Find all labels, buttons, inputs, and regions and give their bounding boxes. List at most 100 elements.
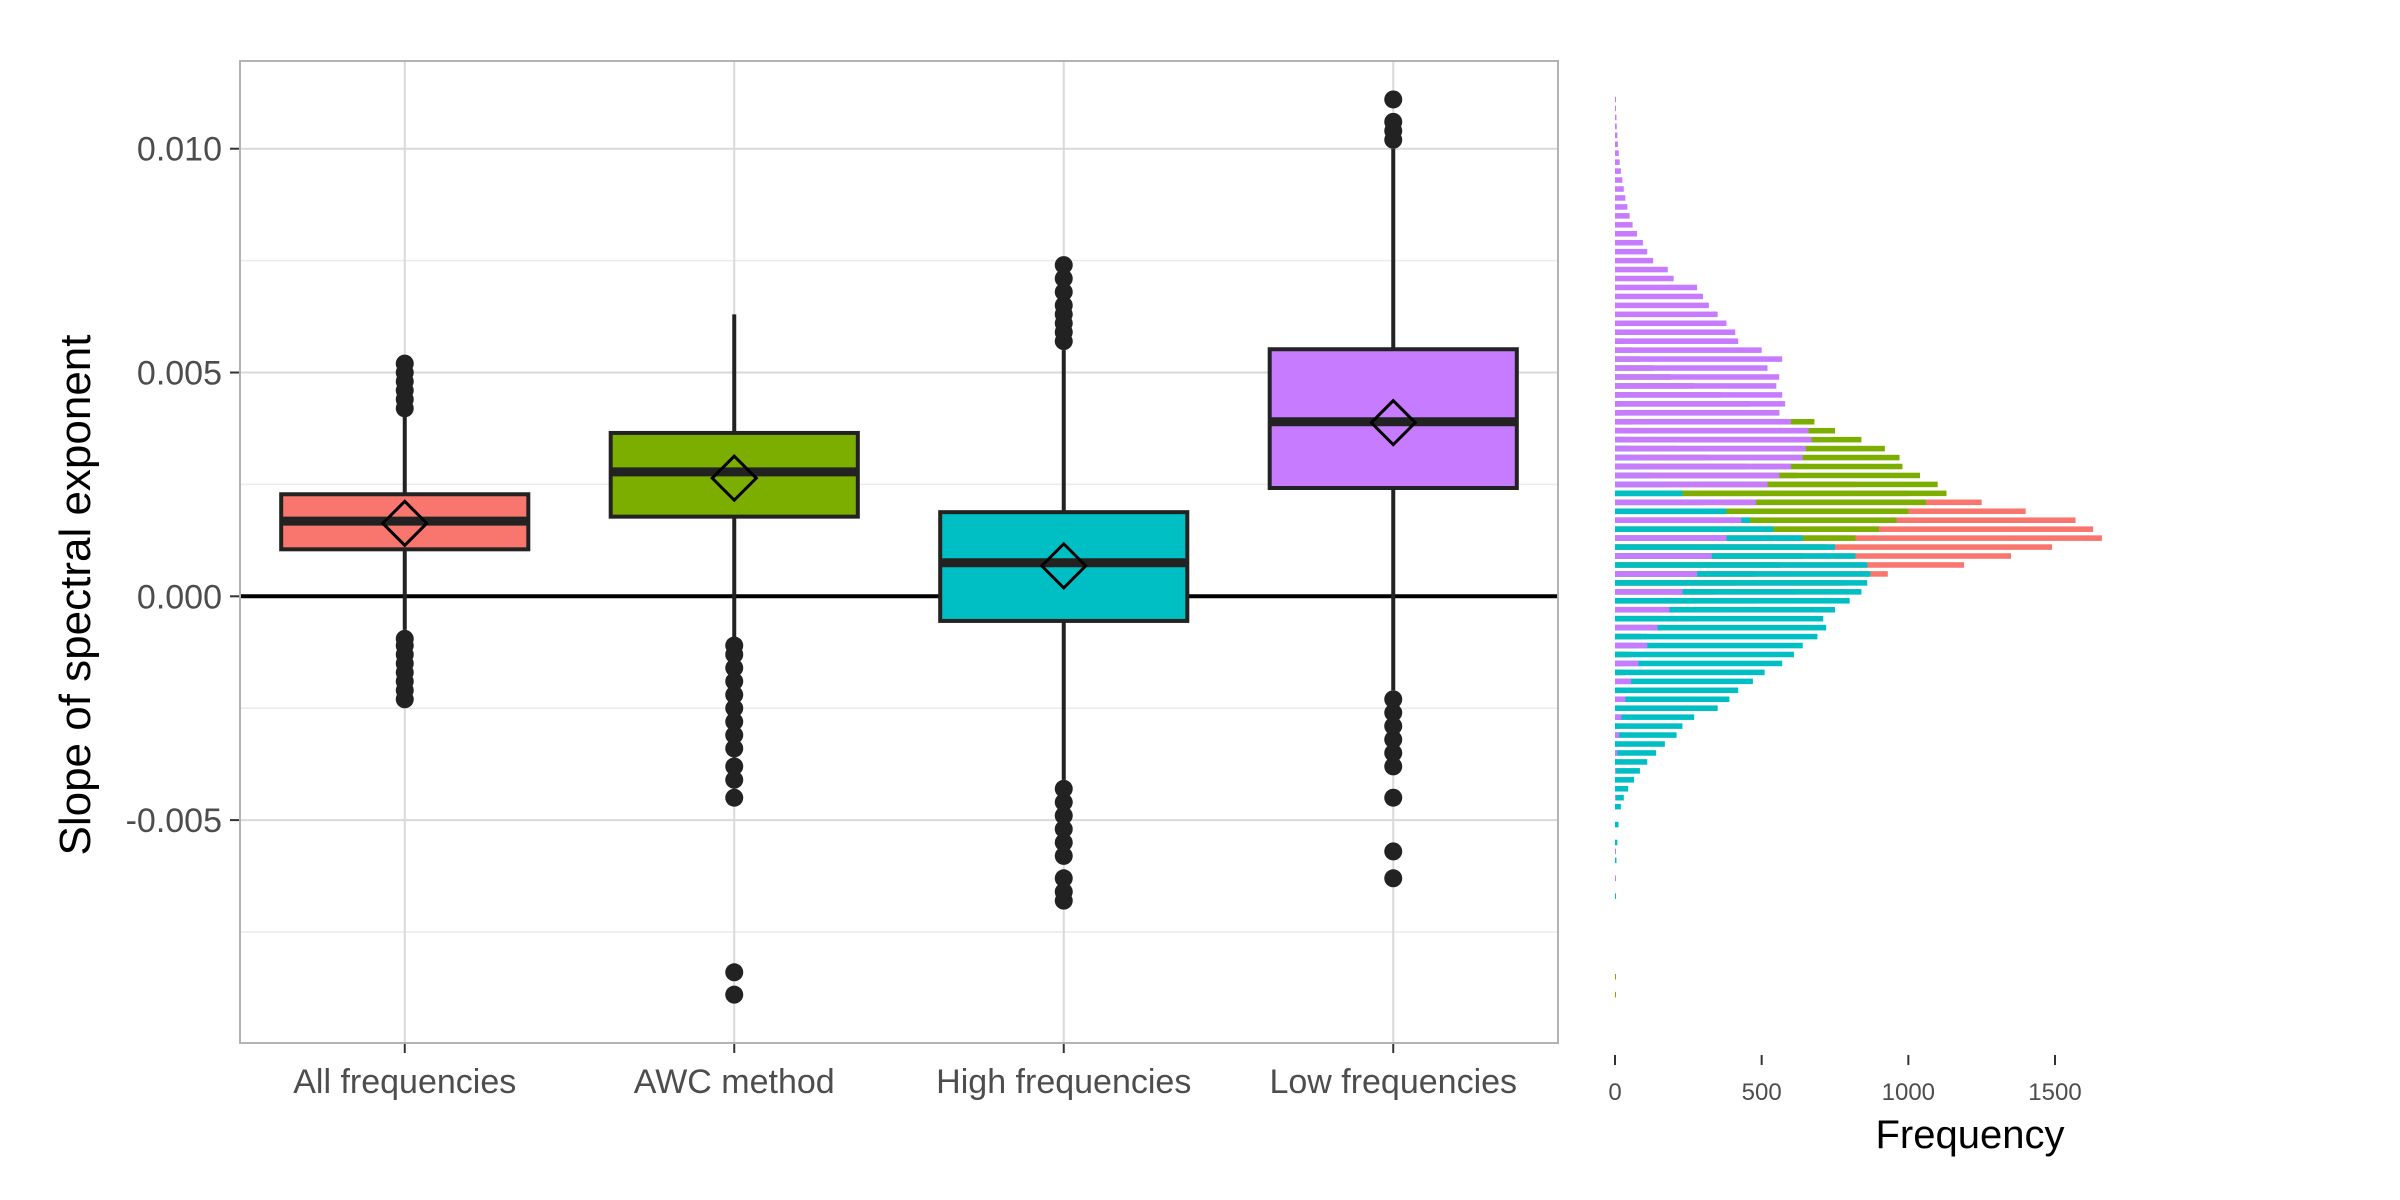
outlier-point [725, 770, 744, 789]
histogram-bar-3 [1615, 848, 1616, 855]
outlier-point [725, 788, 744, 807]
x-tick-label-histogram: 1000 [1882, 1079, 1935, 1106]
histogram-bar-3 [1615, 517, 1742, 523]
outlier-point [725, 672, 744, 691]
histogram-bar-0 [1615, 535, 2102, 541]
histogram-bar-3 [1615, 374, 1780, 380]
histogram-bar-2 [1615, 741, 1665, 747]
histogram-bar-2 [1615, 678, 1753, 685]
histogram-bar-3 [1615, 418, 1791, 425]
histogram-bar-2 [1615, 857, 1617, 864]
histogram-bar-2 [1615, 669, 1765, 676]
outlier-point [1054, 269, 1073, 288]
histogram-bar-3 [1615, 284, 1698, 291]
histogram-bar-3 [1615, 114, 1617, 121]
outlier-point [1384, 842, 1403, 861]
histogram-bar-3 [1615, 150, 1619, 156]
y-tick-label: 0.000 [137, 578, 222, 616]
histogram-bar-2 [1615, 598, 1850, 604]
histogram-bar-3 [1615, 624, 1658, 631]
histogram-bar-3 [1615, 347, 1762, 353]
histogram-bar-3 [1615, 311, 1718, 318]
outlier-point [725, 699, 744, 718]
histogram-bar-2 [1615, 794, 1624, 801]
histogram-bar-3 [1615, 239, 1643, 246]
histogram-bar-2 [1615, 893, 1616, 899]
histogram-bar-3 [1615, 329, 1736, 336]
outlier-point [1384, 90, 1403, 109]
histogram-bar-3 [1615, 732, 1620, 738]
histogram-bar-3 [1615, 275, 1674, 282]
histogram-bar-3 [1615, 105, 1616, 112]
outlier-point [725, 712, 744, 731]
histogram-bar-3 [1615, 132, 1618, 139]
outlier-point [1054, 282, 1073, 301]
histogram-bar-3 [1615, 356, 1783, 362]
histogram-bar-2 [1615, 508, 1727, 515]
histogram-bar-3 [1615, 696, 1626, 703]
histogram-bar-2 [1615, 624, 1827, 631]
histogram-bar-2 [1615, 803, 1621, 810]
histogram-bar-3 [1615, 875, 1616, 882]
histogram-bar-2 [1615, 839, 1618, 846]
histogram-bar-3 [1615, 204, 1628, 210]
outlier-point [725, 658, 744, 677]
outlier-point [725, 963, 744, 982]
histogram-bar-3 [1615, 660, 1639, 667]
histogram-bar-2 [1615, 580, 1868, 586]
histogram-bar-3 [1615, 222, 1633, 228]
histogram-bar-2 [1615, 553, 1856, 559]
histogram-bar-3 [1615, 427, 1809, 434]
histogram-bar-3 [1615, 257, 1654, 264]
histogram-bar-3 [1615, 553, 1712, 559]
outlier-point [725, 685, 744, 704]
histogram-bar-3 [1615, 230, 1637, 237]
mean-marker [710, 454, 759, 503]
outlier-point [1054, 846, 1073, 865]
y-tick-label: 0.010 [137, 131, 222, 169]
outlier-point [1054, 806, 1073, 825]
histogram-bar-3 [1615, 168, 1621, 174]
histogram-bar-2 [1615, 642, 1803, 649]
histogram-bar-2 [1615, 562, 1868, 568]
histogram-bar-3 [1615, 535, 1727, 541]
histogram-bar-3 [1615, 383, 1777, 389]
histogram-bar-1 [1615, 481, 1938, 488]
mean-marker [1039, 541, 1088, 590]
x-tick-label: Low frequencies [1269, 1063, 1517, 1101]
histogram-bar-2 [1615, 750, 1657, 756]
histogram-bar-2 [1615, 571, 1871, 577]
histogram-bar-2 [1615, 714, 1695, 720]
histogram-panel: 0 500 1000 1500 [1608, 96, 2102, 1106]
panel-border [239, 60, 1559, 1044]
histogram-bar-2 [1615, 785, 1629, 792]
outlier-point [1384, 869, 1403, 888]
outlier-point [1384, 703, 1403, 722]
outlier-point [1384, 717, 1403, 736]
histogram-bar-3 [1615, 293, 1703, 300]
x-tick-label-histogram: 500 [1742, 1079, 1782, 1106]
outlier-point [1054, 296, 1073, 315]
histogram-bar-3 [1615, 454, 1803, 461]
histogram-bar-3 [1615, 266, 1668, 273]
histogram-bar-2 [1615, 768, 1640, 774]
histogram-bar-1 [1615, 517, 1897, 523]
outlier-point [1384, 757, 1403, 776]
histogram-bar-1 [1615, 991, 1616, 998]
histogram-bar-3 [1615, 392, 1783, 398]
histogram-bar-2 [1615, 544, 1835, 550]
outlier-point [1054, 869, 1073, 888]
histogram-bar-3 [1615, 463, 1791, 470]
histogram-bar-3 [1615, 365, 1768, 371]
histogram-bar-2 [1615, 615, 1824, 622]
histogram-bar-3 [1615, 750, 1618, 756]
outlier-point [1054, 820, 1073, 839]
histogram-bar-3 [1615, 177, 1623, 183]
outlier-point [1384, 690, 1403, 709]
histogram-bar-2 [1615, 651, 1794, 658]
boxplot-panel: -0.005 0.000 0.005 0.010 All frequencies AWC … [126, 60, 1559, 1101]
outlier-point [395, 629, 414, 648]
histogram-bar-3 [1615, 248, 1648, 255]
outlier-point [1384, 112, 1403, 131]
histogram-bar-3 [1615, 141, 1618, 148]
